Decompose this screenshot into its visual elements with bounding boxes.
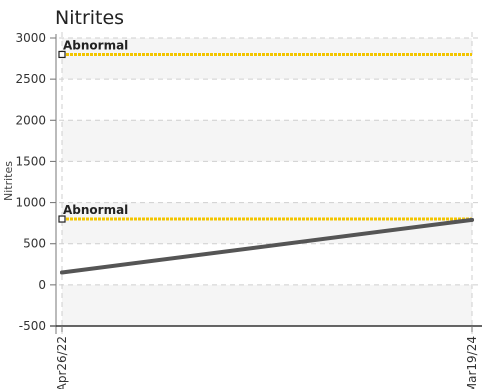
y-tick-label: 0 bbox=[38, 278, 46, 292]
y-axis-title: Nitrites bbox=[2, 161, 15, 201]
y-tick-label: 2000 bbox=[15, 113, 46, 127]
y-tick-label: 2500 bbox=[15, 72, 46, 86]
background-band bbox=[62, 38, 472, 80]
y-tick-label: 3000 bbox=[15, 31, 46, 45]
x-tick-label: Apr26/22 bbox=[55, 336, 69, 389]
background-band bbox=[62, 120, 472, 162]
data-point bbox=[470, 217, 474, 222]
series-line bbox=[60, 217, 474, 275]
abnormal-threshold-label: Abnormal bbox=[63, 38, 128, 52]
y-tick-label: 1000 bbox=[15, 196, 46, 210]
background-band bbox=[62, 284, 472, 326]
data-point bbox=[60, 270, 64, 275]
y-tick-label: 500 bbox=[23, 237, 46, 251]
y-tick-label: -500 bbox=[19, 319, 46, 333]
chart-title: Nitrites bbox=[55, 7, 124, 29]
background-band bbox=[62, 202, 472, 244]
abnormal-threshold-label: Abnormal bbox=[63, 203, 128, 217]
y-tick-label: 1500 bbox=[15, 154, 46, 168]
threshold-marker bbox=[58, 215, 66, 223]
threshold-marker bbox=[58, 50, 66, 59]
x-tick-label: Mar19/24 bbox=[465, 336, 479, 389]
